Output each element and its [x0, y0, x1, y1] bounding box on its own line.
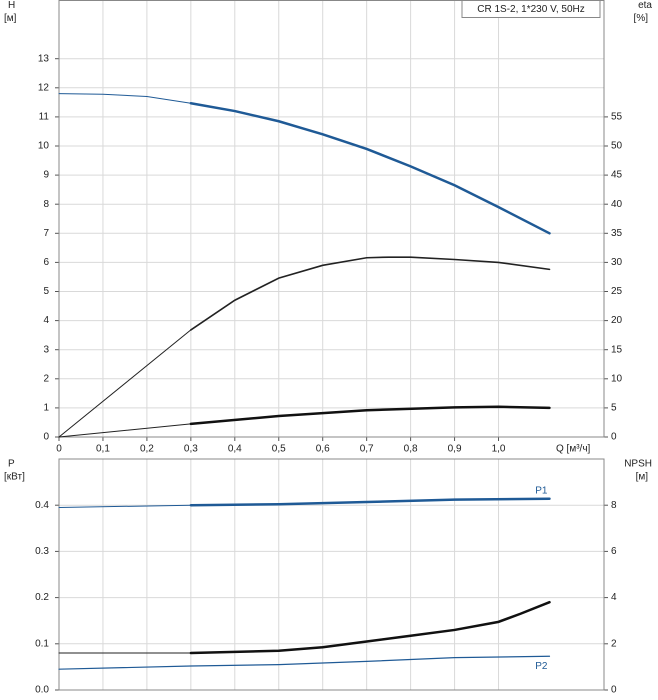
y2-tick-label: 35 [611, 228, 623, 239]
curve [58, 655, 551, 670]
y2-tick-label: 20 [611, 315, 623, 326]
x-tick-label: 0,3 [184, 444, 198, 455]
y-tick-label: 0.4 [35, 500, 49, 511]
y-axis-title: P [8, 459, 15, 470]
curve [189, 405, 551, 426]
curve [58, 423, 192, 438]
curve [190, 256, 551, 331]
y2-tick-label: 4 [611, 592, 617, 603]
y-tick-label: 8 [43, 199, 49, 210]
y2-tick-label: 40 [611, 199, 623, 210]
y-tick-label: 13 [38, 53, 50, 64]
x-axis-title: Q [м³/ч] [556, 444, 591, 455]
chart-title: CR 1S-2, 1*230 V, 50Hz [477, 4, 584, 15]
y-tick-label: 0.2 [35, 592, 49, 603]
y-tick-label: 0.1 [35, 638, 49, 649]
x-tick-label: 0,6 [316, 444, 330, 455]
y-tick-label: 10 [38, 141, 50, 152]
y2-tick-label: 10 [611, 373, 623, 384]
y-tick-label: 6 [43, 257, 49, 268]
y-tick-label: 0.3 [35, 546, 49, 557]
x-tick-label: 0,5 [272, 444, 286, 455]
curve [58, 504, 192, 509]
y2-tick-label: 50 [611, 141, 623, 152]
x-tick-label: 0,9 [448, 444, 462, 455]
x-tick-label: 0 [56, 444, 62, 455]
curve [189, 497, 551, 507]
y-tick-label: 12 [38, 82, 50, 93]
y-tick-label: 11 [39, 112, 50, 123]
series-label: P1 [535, 485, 548, 496]
y-tick-label: 7 [43, 228, 49, 239]
x-tick-label: 0,2 [140, 444, 154, 455]
y-tick-label: 1 [43, 403, 49, 414]
y2-axis-unit: [м] [636, 472, 649, 483]
x-tick-label: 0,4 [228, 444, 242, 455]
x-tick-label: 0,7 [360, 444, 374, 455]
y-tick-label: 3 [43, 344, 49, 355]
y2-tick-label: 8 [611, 500, 617, 511]
y2-axis-title: NPSH [624, 459, 652, 470]
y2-tick-label: 25 [611, 286, 623, 297]
y-axis-title: H [8, 0, 15, 11]
curve [58, 93, 192, 104]
y-tick-label: 0.0 [35, 685, 49, 696]
y2-tick-label: 15 [611, 344, 623, 355]
y-tick-label: 2 [43, 373, 49, 384]
x-tick-label: 0,1 [96, 444, 110, 455]
y2-tick-label: 55 [611, 112, 623, 123]
x-axis-title-bg [552, 442, 598, 456]
y2-tick-label: 0 [611, 432, 617, 443]
curve [58, 329, 192, 438]
x-tick-label: 0,8 [404, 444, 418, 455]
y2-tick-label: 6 [611, 546, 617, 557]
y-tick-label: 9 [43, 170, 49, 181]
y2-tick-label: 2 [611, 638, 617, 649]
title-box [461, 0, 601, 18]
x-tick-label: 1,0 [492, 444, 506, 455]
y-tick-label: 5 [43, 286, 49, 297]
y-tick-label: 4 [43, 315, 49, 326]
y-tick-label: 0 [43, 432, 49, 443]
y2-axis-title: eta [638, 0, 652, 11]
y2-tick-label: 45 [611, 170, 623, 181]
y2-tick-label: 5 [611, 403, 617, 414]
series-label: P2 [535, 661, 548, 672]
y-axis-unit: [кВт] [4, 472, 25, 483]
y2-tick-label: 30 [611, 257, 623, 268]
y2-axis-unit: [%] [634, 13, 649, 24]
curve [189, 600, 551, 655]
plot-frame [58, 458, 605, 691]
curve [189, 101, 551, 235]
plot-frame [58, 0, 605, 438]
y2-tick-label: 0 [611, 685, 617, 696]
y-axis-unit: [м] [4, 13, 17, 24]
